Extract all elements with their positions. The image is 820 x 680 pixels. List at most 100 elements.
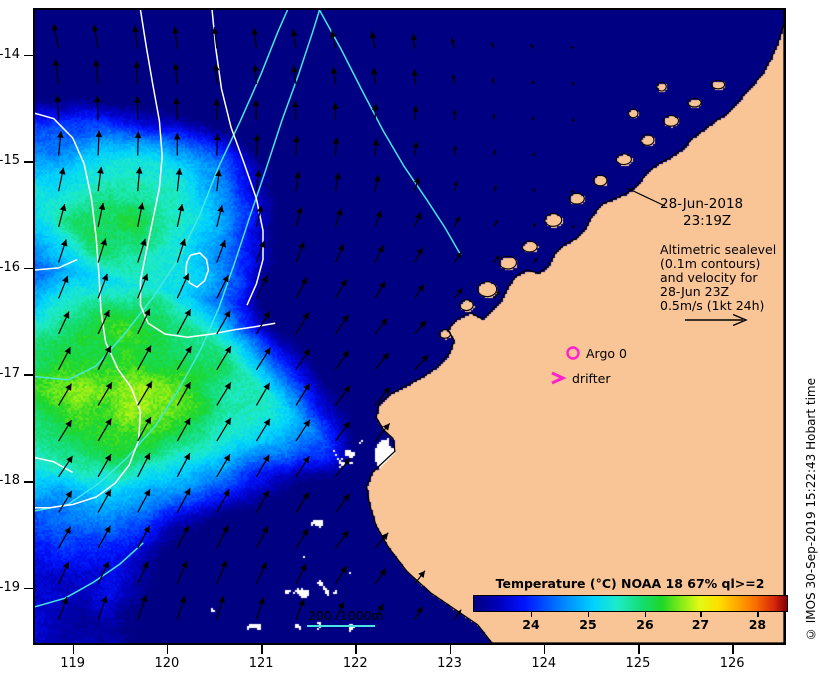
velocity-vector-head <box>491 77 495 82</box>
velocity-vector-head <box>293 135 300 143</box>
x-tick-mark <box>449 645 452 654</box>
velocity-vector-head <box>185 346 192 354</box>
velocity-vector-head <box>105 382 112 390</box>
velocity-vector-head <box>343 385 350 393</box>
velocity-vector-head <box>252 64 259 72</box>
velocity-vector-head <box>222 525 229 533</box>
velocity-vector-head <box>101 595 108 604</box>
velocity-vector-head <box>495 291 501 296</box>
island-outline <box>710 79 726 90</box>
island-outline <box>498 255 517 270</box>
island-outline <box>627 108 639 119</box>
copyright-label: © IMOS 30-Sep-2019 15:22:43 Hobart time <box>804 378 818 642</box>
velocity-vector-head <box>381 532 389 540</box>
velocity-vector-head <box>141 273 149 281</box>
colorbar-tick-mark <box>587 612 590 617</box>
velocity-vector-head <box>220 560 227 568</box>
velocity-vector-head <box>296 206 303 214</box>
velocity-vector-head <box>332 102 339 109</box>
coastline <box>365 10 784 643</box>
velocity-vector-head <box>372 138 380 146</box>
velocity-vector-head <box>373 174 381 182</box>
velocity-vector-head <box>100 238 107 246</box>
velocity-vector-head <box>571 46 575 50</box>
velocity-vector-head <box>334 172 341 180</box>
velocity-vector-head <box>452 109 457 115</box>
velocity-vector-head <box>65 383 72 391</box>
pass-date-label: 28-Jun-2018 <box>660 196 744 212</box>
y-tick-mark <box>24 587 33 590</box>
velocity-vector-head <box>298 241 305 249</box>
velocity-vector-head <box>64 347 71 355</box>
velocity-vector-head <box>65 420 72 428</box>
coastline-path <box>365 10 784 643</box>
velocity-vector-head <box>175 168 183 175</box>
velocity-vector-head <box>145 345 152 353</box>
velocity-vector-head <box>263 311 270 319</box>
x-tick-mark <box>355 645 357 654</box>
velocity-vector-head <box>421 355 429 362</box>
velocity-vector-head <box>64 526 71 534</box>
velocity-vector-head <box>377 245 384 253</box>
velocity-vector-head <box>144 452 151 461</box>
velocity-vector-head <box>455 216 460 222</box>
velocity-vector-head <box>104 525 111 534</box>
map-overlay <box>35 10 784 643</box>
x-tick-label: 121 <box>248 656 274 671</box>
x-tick-label: 122 <box>342 656 368 671</box>
velocity-vector-head <box>411 69 418 76</box>
velocity-vector-head <box>133 61 141 68</box>
velocity-vector-head <box>104 345 111 354</box>
velocity-vector-head <box>179 238 187 247</box>
y-tick-label: -16 <box>0 259 20 275</box>
velocity-vector-head <box>224 382 231 390</box>
date-leader-line <box>626 187 666 207</box>
colorbar-tick-label: 24 <box>522 617 540 632</box>
colorbar-tick-mark <box>644 612 647 617</box>
altimetry-info-line2: (0.1m contours) <box>660 256 761 271</box>
velocity-vector-head <box>302 312 309 320</box>
colorbar-title: Temperature (°C) NOAA 18 67% ql>=2 <box>495 576 765 591</box>
velocity-vector-head <box>98 203 106 211</box>
velocity-vector-head <box>253 134 261 141</box>
colorbar: Temperature (°C) NOAA 18 67% ql>=2 24 25 2… <box>465 576 795 638</box>
velocity-vector-head <box>451 74 456 79</box>
velocity-vector-head <box>52 59 60 67</box>
x-tick-label: 125 <box>625 656 651 671</box>
velocity-vector-head <box>291 65 298 73</box>
velocity-vector-head <box>263 382 270 391</box>
x-tick-mark <box>732 645 734 654</box>
x-tick-mark <box>72 645 75 654</box>
velocity-vector-head <box>456 609 462 616</box>
velocity-vector-head <box>63 311 70 319</box>
velocity-vector-head <box>183 453 190 461</box>
altimetry-info-line5: 0.5m/s (1kt 24h) <box>660 298 765 313</box>
velocity-vector-head <box>91 24 99 32</box>
velocity-vector-head <box>332 137 340 144</box>
map-plot-area[interactable]: 28-Jun-2018 23:19Z Altimetric sealevel (… <box>33 8 786 645</box>
velocity-vector-head <box>494 220 498 224</box>
velocity-vector-head <box>329 30 337 38</box>
velocity-vector-head <box>303 456 310 464</box>
colorbar-tick-mark <box>700 612 702 617</box>
bathymetry-contour <box>35 10 289 381</box>
velocity-vector-head <box>571 118 575 122</box>
velocity-vector-head <box>173 132 181 140</box>
altimetry-info-line4: 28-Jun 23Z <box>660 284 730 299</box>
velocity-vector-head <box>254 169 262 177</box>
sealevel-contour <box>35 456 74 474</box>
island-outline <box>438 329 452 339</box>
velocity-vector-head <box>104 454 112 462</box>
velocity-vector-head <box>531 80 535 84</box>
velocity-vector-head <box>217 205 224 213</box>
velocity-vector-head <box>370 67 378 75</box>
velocity-vector-head <box>224 346 231 354</box>
velocity-vector-head <box>372 103 379 111</box>
velocity-vector-head <box>303 419 310 427</box>
depth-legend-label: 200 1000m <box>308 608 384 623</box>
velocity-vector-head <box>343 458 351 466</box>
velocity-vector-head <box>262 490 269 498</box>
velocity-vector-head <box>410 33 417 41</box>
velocity-vector-head <box>495 255 500 260</box>
velocity-vector-head <box>416 606 423 614</box>
